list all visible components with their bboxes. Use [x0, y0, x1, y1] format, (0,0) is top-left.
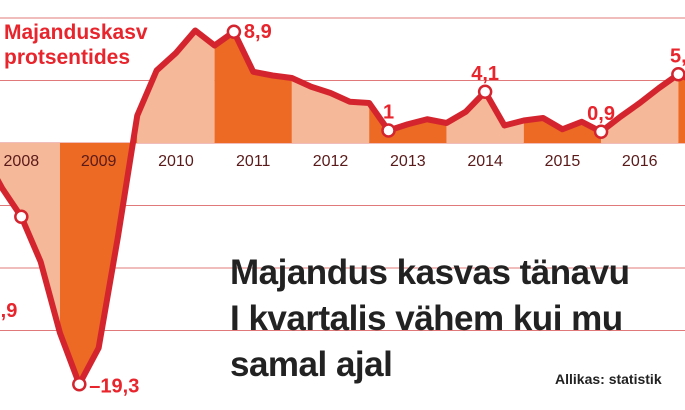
year-fill-2011 [214, 31, 292, 143]
year-fill-2014 [446, 91, 524, 143]
data-point [593, 124, 609, 139]
data-label: 8,9 [244, 21, 272, 43]
year-fill-2017 [678, 74, 685, 143]
headline: Majandus kasvas tänavu I kvartalis vähem… [230, 250, 630, 388]
chart-title-line1: Majanduskasv [4, 21, 148, 44]
headline-line3: samal ajal [230, 345, 393, 384]
year-label: 2008 [4, 153, 40, 170]
labeled-points [14, 24, 685, 392]
data-point [72, 377, 87, 392]
data-point [226, 24, 242, 39]
data-point [671, 67, 685, 82]
data-label: 4,1 [471, 63, 499, 85]
year-label: 2012 [313, 153, 349, 170]
year-tick-labels: 2008200920102011201220132014201520162017 [4, 153, 658, 170]
source-note: Allikas: statistik [555, 371, 662, 387]
year-fill-2008 [0, 143, 60, 333]
year-label: 2015 [545, 153, 581, 170]
year-fill-2010 [137, 30, 215, 143]
data-label: -5,9 [0, 300, 17, 322]
year-label: 2013 [390, 153, 426, 170]
headline-line2: I kvartalis vähem kui mu [230, 299, 623, 338]
data-labels: -5,9 –19,3 8,9 1 4,1 0,9 5, [0, 21, 685, 398]
year-label: 2010 [158, 153, 194, 170]
series-line [0, 27, 685, 388]
year-label: 2016 [622, 153, 658, 170]
data-label: 5, [670, 45, 685, 67]
growth-line [0, 27, 685, 388]
data-point [14, 209, 29, 224]
data-point [381, 123, 396, 138]
year-fill-2012 [291, 78, 370, 143]
data-point [477, 84, 493, 99]
headline-line1: Majandus kasvas tänavu [230, 253, 630, 292]
year-fill-2009 [59, 115, 138, 385]
year-label: 2009 [81, 153, 117, 170]
year-label: 2011 [236, 153, 271, 170]
data-label: –19,3 [89, 375, 139, 397]
data-label: 0,9 [587, 103, 615, 125]
data-label: 1 [383, 102, 394, 124]
year-label: 2014 [467, 153, 503, 170]
chart-title-line2: protsentides [4, 46, 130, 69]
